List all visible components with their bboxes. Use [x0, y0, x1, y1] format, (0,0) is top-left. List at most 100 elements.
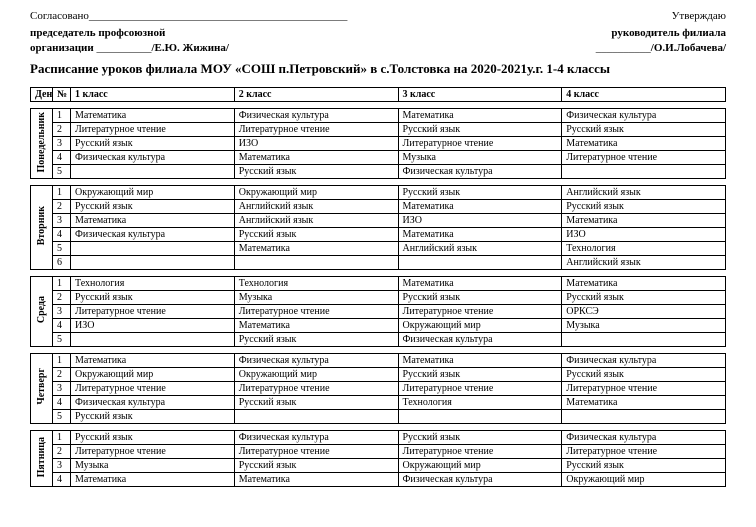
table-row: Четверг1МатематикаФизическая культураМат…: [31, 353, 726, 367]
sig-right-line1: руководитель филиала: [596, 26, 726, 41]
lesson-cell: Литературное чтение: [71, 122, 235, 136]
lesson-cell: ИЗО: [398, 213, 562, 227]
day-label: Пятница: [36, 437, 47, 477]
lesson-cell: Русский язык: [562, 290, 726, 304]
lesson-cell: Окружающий мир: [234, 185, 398, 199]
lesson-cell: Русский язык: [234, 164, 398, 178]
schedule-table: День № 1 класс 2 класс 3 класс 4 класс П…: [30, 87, 726, 487]
col-c3: 3 класс: [398, 87, 562, 101]
sig-right: руководитель филиала __________/О.И.Лоба…: [596, 26, 726, 57]
lesson-cell: Литературное чтение: [398, 444, 562, 458]
lesson-cell: Русский язык: [71, 409, 235, 423]
day-cell: Вторник: [31, 185, 53, 269]
sig-left-line2: организации __________/Е.Ю. Жижина/: [30, 41, 229, 56]
table-row: 4Физическая культураРусский языкТехнолог…: [31, 395, 726, 409]
lesson-number: 4: [53, 395, 71, 409]
lesson-cell: Технология: [562, 241, 726, 255]
table-row: 5МатематикаАнглийский языкТехнология: [31, 241, 726, 255]
lesson-cell: Математика: [234, 318, 398, 332]
lesson-cell: Литературное чтение: [234, 444, 398, 458]
lesson-number: 4: [53, 150, 71, 164]
lesson-number: 5: [53, 164, 71, 178]
lesson-cell: Физическая культура: [562, 430, 726, 444]
table-row: 4МатематикаМатематикаФизическая культура…: [31, 472, 726, 486]
lesson-cell: Технология: [71, 276, 235, 290]
lesson-cell: Окружающий мир: [71, 185, 235, 199]
lesson-cell: Литературное чтение: [562, 444, 726, 458]
lesson-cell: [234, 409, 398, 423]
lesson-cell: Русский язык: [71, 290, 235, 304]
lesson-cell: Физическая культура: [71, 395, 235, 409]
lesson-cell: Русский язык: [398, 122, 562, 136]
lesson-cell: Математика: [398, 353, 562, 367]
lesson-number: 5: [53, 332, 71, 346]
lesson-cell: Математика: [71, 472, 235, 486]
lesson-cell: Математика: [234, 472, 398, 486]
day-label: Вторник: [36, 206, 47, 245]
lesson-cell: Окружающий мир: [562, 472, 726, 486]
table-row: 5Русский языкФизическая культура: [31, 164, 726, 178]
lesson-cell: Русский язык: [71, 430, 235, 444]
lesson-cell: Русский язык: [234, 227, 398, 241]
col-c1: 1 класс: [71, 87, 235, 101]
table-row: 5 Русский языкФизическая культура: [31, 332, 726, 346]
lesson-cell: Русский язык: [562, 367, 726, 381]
lesson-cell: Музыка: [398, 150, 562, 164]
lesson-cell: Музыка: [562, 318, 726, 332]
lesson-cell: Литературное чтение: [234, 381, 398, 395]
table-row: 3Литературное чтениеЛитературное чтениеЛ…: [31, 381, 726, 395]
lesson-cell: Физическая культура: [234, 108, 398, 122]
table-row: 2Русский языкАнглийский языкМатематикаРу…: [31, 199, 726, 213]
lesson-cell: Русский язык: [562, 199, 726, 213]
lesson-cell: Русский язык: [398, 367, 562, 381]
lesson-cell: Математика: [234, 150, 398, 164]
lesson-cell: Физическая культура: [562, 353, 726, 367]
lesson-cell: ИЗО: [234, 136, 398, 150]
lesson-cell: Литературное чтение: [398, 381, 562, 395]
lesson-cell: Физическая культура: [71, 227, 235, 241]
lesson-cell: Математика: [398, 227, 562, 241]
approval-row: Согласовано_____________________________…: [30, 10, 726, 22]
lesson-cell: Окружающий мир: [398, 458, 562, 472]
day-cell: Среда: [31, 276, 53, 346]
lesson-cell: Окружающий мир: [398, 318, 562, 332]
lesson-cell: Русский язык: [398, 290, 562, 304]
table-row: 3Литературное чтениеЛитературное чтениеЛ…: [31, 304, 726, 318]
lesson-cell: Русский язык: [234, 332, 398, 346]
lesson-cell: Физическая культура: [562, 108, 726, 122]
lesson-number: 1: [53, 185, 71, 199]
lesson-number: 1: [53, 430, 71, 444]
table-row: 4Физическая культураРусский языкМатемати…: [31, 227, 726, 241]
table-row: 2Окружающий мирОкружающий мирРусский язы…: [31, 367, 726, 381]
lesson-cell: [71, 241, 235, 255]
lesson-cell: Английский язык: [234, 213, 398, 227]
lesson-cell: Физическая культура: [398, 332, 562, 346]
table-row: 2Русский языкМузыкаРусский языкРусский я…: [31, 290, 726, 304]
col-num: №: [53, 87, 71, 101]
lesson-cell: Математика: [71, 213, 235, 227]
lesson-cell: Литературное чтение: [398, 136, 562, 150]
sig-right-line2: __________/О.И.Лобачева/: [596, 41, 726, 56]
day-label: Четверг: [36, 368, 47, 405]
lesson-cell: Математика: [398, 276, 562, 290]
lesson-cell: Литературное чтение: [562, 150, 726, 164]
lesson-cell: [562, 164, 726, 178]
lesson-number: 2: [53, 199, 71, 213]
table-row: 3Русский языкИЗОЛитературное чтениеМатем…: [31, 136, 726, 150]
lesson-cell: Русский язык: [562, 458, 726, 472]
day-label: Понедельник: [36, 112, 47, 173]
sig-left-line1: председатель профсоюзной: [30, 26, 229, 41]
lesson-number: 2: [53, 367, 71, 381]
lesson-cell: [398, 409, 562, 423]
lesson-number: 5: [53, 409, 71, 423]
lesson-number: 3: [53, 381, 71, 395]
lesson-cell: Математика: [398, 108, 562, 122]
lesson-cell: Окружающий мир: [71, 367, 235, 381]
lesson-cell: [234, 255, 398, 269]
lesson-number: 3: [53, 213, 71, 227]
lesson-cell: [71, 332, 235, 346]
lesson-cell: Физическая культура: [71, 150, 235, 164]
lesson-number: 5: [53, 241, 71, 255]
approved-text: Утверждаю: [672, 10, 726, 22]
lesson-cell: Литературное чтение: [71, 304, 235, 318]
